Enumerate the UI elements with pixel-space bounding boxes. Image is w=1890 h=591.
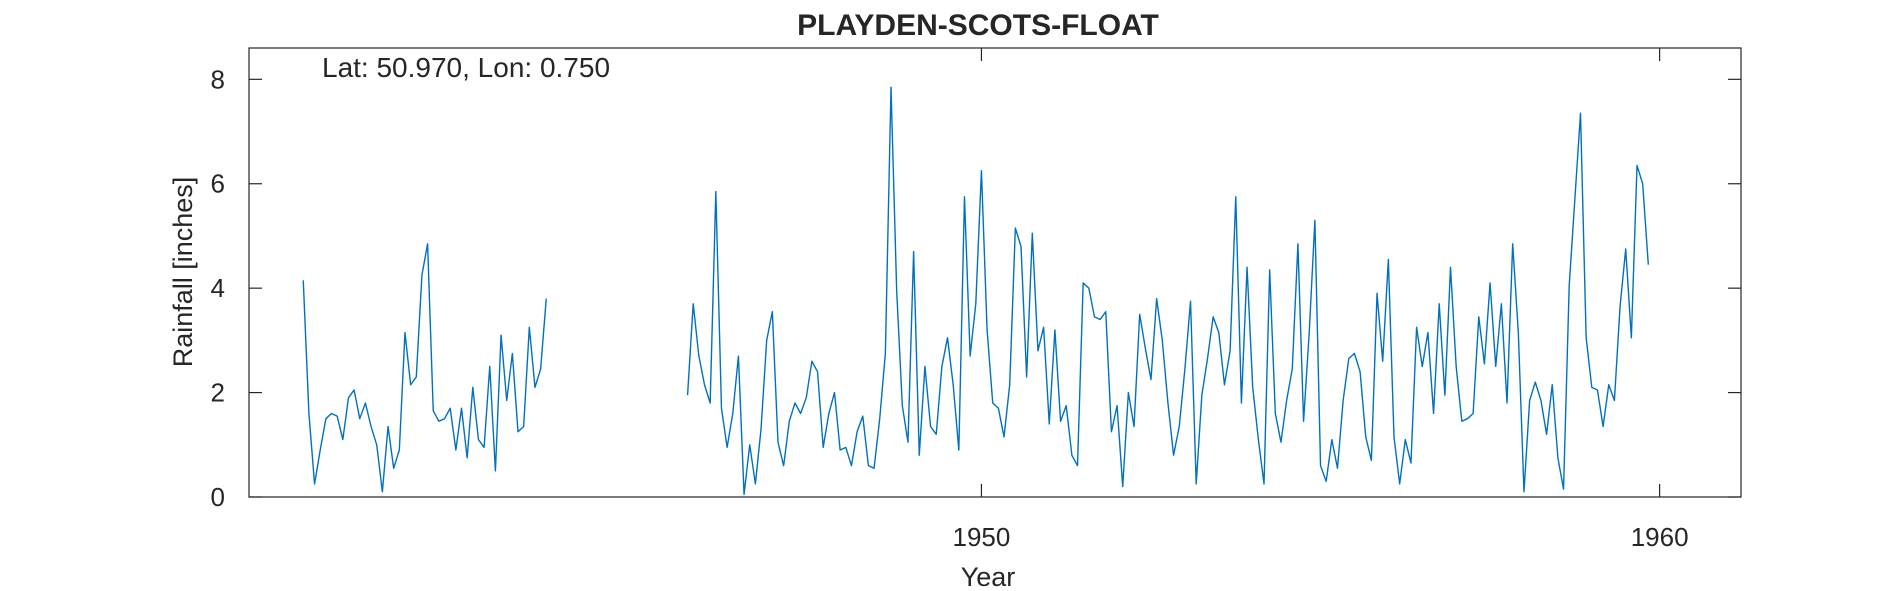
series-layer (302, 86, 1650, 496)
rainfall-series-line (686, 86, 1650, 496)
x-axis-label: Year (961, 562, 1016, 591)
y-tick-label: 4 (211, 273, 225, 303)
x-tick-label: 1950 (953, 522, 1011, 552)
location-annotation: Lat: 50.970, Lon: 0.750 (322, 52, 610, 83)
y-tick-label: 6 (211, 169, 225, 199)
x-tick-label: 1960 (1631, 522, 1689, 552)
y-axis-label: Rainfall [inches] (168, 177, 198, 368)
rainfall-series-line (302, 243, 547, 493)
y-tick-label: 0 (211, 482, 225, 512)
y-tick-label: 8 (211, 64, 225, 94)
plot-area-frame (248, 47, 1742, 498)
x-axis: 1950 1960 (953, 48, 1689, 552)
y-axis: 0 2 4 6 8 (211, 64, 1741, 512)
chart-title: PLAYDEN-SCOTS-FLOAT (797, 9, 1159, 42)
y-tick-label: 2 (211, 378, 225, 408)
